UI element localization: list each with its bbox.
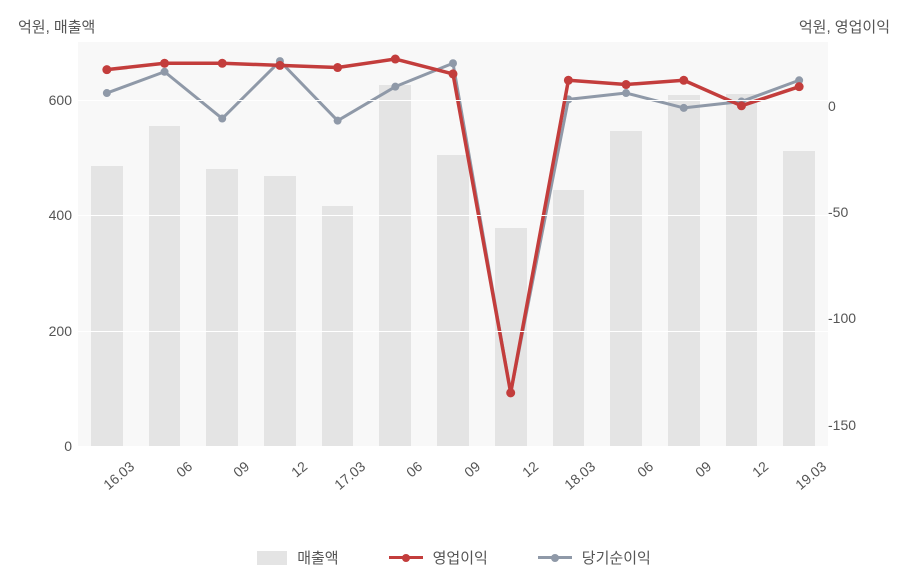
legend-swatch-sales xyxy=(257,551,287,565)
legend-item-netincome: 당기순이익 xyxy=(538,547,651,568)
line-marker xyxy=(391,55,400,64)
x-tick-label: 09 xyxy=(212,458,253,496)
line-marker xyxy=(679,76,688,85)
legend-label-operating: 영업이익 xyxy=(433,547,488,568)
line-marker xyxy=(449,69,458,78)
x-tick-label: 06 xyxy=(385,458,426,496)
y-right-tick-label: -50 xyxy=(828,204,868,220)
x-tick-label: 06 xyxy=(615,458,656,496)
line-series-svg xyxy=(78,42,828,446)
line-marker xyxy=(564,76,573,85)
financial-combo-chart: 억원, 매출액 억원, 영업이익 매출액 영업이익 당기순이익 0 200 400 6… xyxy=(0,0,908,580)
line-marker xyxy=(737,101,746,110)
x-tick-label: 16.03 xyxy=(96,458,137,496)
line-marker xyxy=(218,115,226,123)
y-right-tick-label: 0 xyxy=(828,98,868,114)
legend-item-sales: 매출액 xyxy=(257,547,338,568)
line-marker xyxy=(334,117,342,125)
line-marker xyxy=(275,61,284,70)
gridline xyxy=(78,446,828,447)
plot-area xyxy=(78,42,828,446)
y-left-tick-label: 400 xyxy=(40,207,72,223)
line-marker xyxy=(102,65,111,74)
gridline xyxy=(78,215,828,216)
line-marker xyxy=(622,89,630,97)
x-tick-label: 09 xyxy=(442,458,483,496)
y-right-tick-label: -150 xyxy=(828,417,868,433)
line-marker xyxy=(333,63,342,72)
y-left-tick-label: 0 xyxy=(40,438,72,454)
left-axis-title: 억원, 매출액 xyxy=(18,16,95,37)
y-right-tick-label: -100 xyxy=(828,310,868,326)
line-marker xyxy=(680,104,688,112)
gridline xyxy=(78,331,828,332)
line-marker xyxy=(103,89,111,97)
x-tick-label: 12 xyxy=(269,458,310,496)
legend-line-netincome xyxy=(538,556,572,559)
x-tick-label: 17.03 xyxy=(327,458,368,496)
line-series xyxy=(107,61,799,393)
line-marker xyxy=(795,82,804,91)
legend: 매출액 영업이익 당기순이익 xyxy=(0,547,908,568)
legend-label-sales: 매출액 xyxy=(297,547,338,568)
line-marker xyxy=(218,59,227,68)
x-tick-label: 12 xyxy=(500,458,541,496)
legend-line-operating xyxy=(389,556,423,559)
line-marker xyxy=(449,59,457,67)
legend-item-operating: 영업이익 xyxy=(389,547,488,568)
x-tick-label: 19.03 xyxy=(788,458,829,496)
legend-label-netincome: 당기순이익 xyxy=(582,547,651,568)
right-axis-title: 억원, 영업이익 xyxy=(799,16,890,37)
line-marker xyxy=(506,388,515,397)
line-marker xyxy=(391,83,399,91)
y-left-tick-label: 600 xyxy=(40,92,72,108)
line-marker xyxy=(622,80,631,89)
x-tick-label: 18.03 xyxy=(558,458,599,496)
x-tick-label: 06 xyxy=(154,458,195,496)
line-marker xyxy=(160,59,169,68)
line-marker xyxy=(161,68,169,76)
x-tick-label: 12 xyxy=(731,458,772,496)
y-left-tick-label: 200 xyxy=(40,323,72,339)
gridline xyxy=(78,100,828,101)
x-tick-label: 09 xyxy=(673,458,714,496)
